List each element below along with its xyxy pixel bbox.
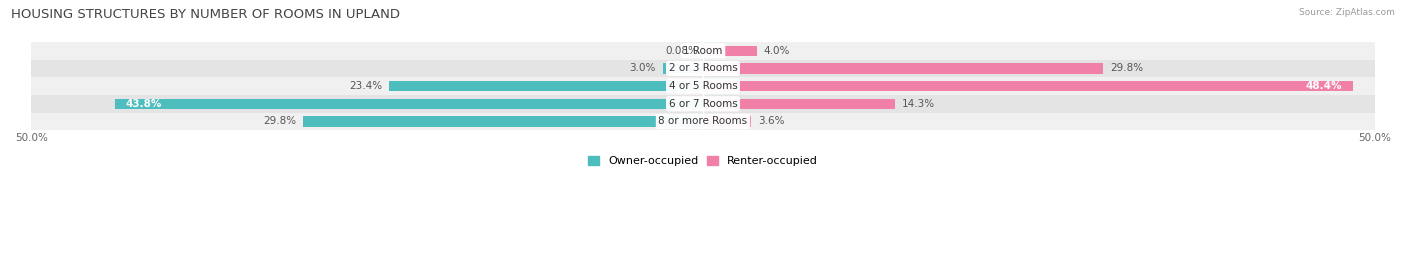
- Text: Source: ZipAtlas.com: Source: ZipAtlas.com: [1299, 8, 1395, 17]
- Bar: [662, 63, 703, 73]
- Text: 29.8%: 29.8%: [1109, 63, 1143, 73]
- Text: HOUSING STRUCTURES BY NUMBER OF ROOMS IN UPLAND: HOUSING STRUCTURES BY NUMBER OF ROOMS IN…: [11, 8, 401, 21]
- Bar: [31, 113, 1375, 130]
- Bar: [115, 99, 703, 109]
- Text: 2 or 3 Rooms: 2 or 3 Rooms: [669, 63, 737, 73]
- Text: 6 or 7 Rooms: 6 or 7 Rooms: [669, 99, 737, 109]
- Text: 23.4%: 23.4%: [349, 81, 382, 91]
- Text: 1 Room: 1 Room: [683, 46, 723, 56]
- Bar: [31, 42, 1375, 60]
- Bar: [31, 95, 1375, 113]
- Text: 4 or 5 Rooms: 4 or 5 Rooms: [669, 81, 737, 91]
- Text: 43.8%: 43.8%: [125, 99, 162, 109]
- Bar: [703, 81, 1353, 91]
- Text: 3.6%: 3.6%: [758, 116, 785, 126]
- Text: 3.0%: 3.0%: [630, 63, 657, 73]
- Text: 48.4%: 48.4%: [1306, 81, 1343, 91]
- Legend: Owner-occupied, Renter-occupied: Owner-occupied, Renter-occupied: [583, 152, 823, 171]
- Bar: [703, 116, 751, 127]
- Bar: [388, 81, 703, 91]
- Bar: [703, 46, 756, 56]
- Text: 4.0%: 4.0%: [763, 46, 790, 56]
- Bar: [703, 99, 896, 109]
- Bar: [302, 116, 703, 127]
- Bar: [31, 77, 1375, 95]
- Bar: [31, 60, 1375, 77]
- Text: 29.8%: 29.8%: [263, 116, 297, 126]
- Text: 0.08%: 0.08%: [665, 46, 697, 56]
- Text: 8 or more Rooms: 8 or more Rooms: [658, 116, 748, 126]
- Bar: [703, 63, 1104, 73]
- Text: 14.3%: 14.3%: [901, 99, 935, 109]
